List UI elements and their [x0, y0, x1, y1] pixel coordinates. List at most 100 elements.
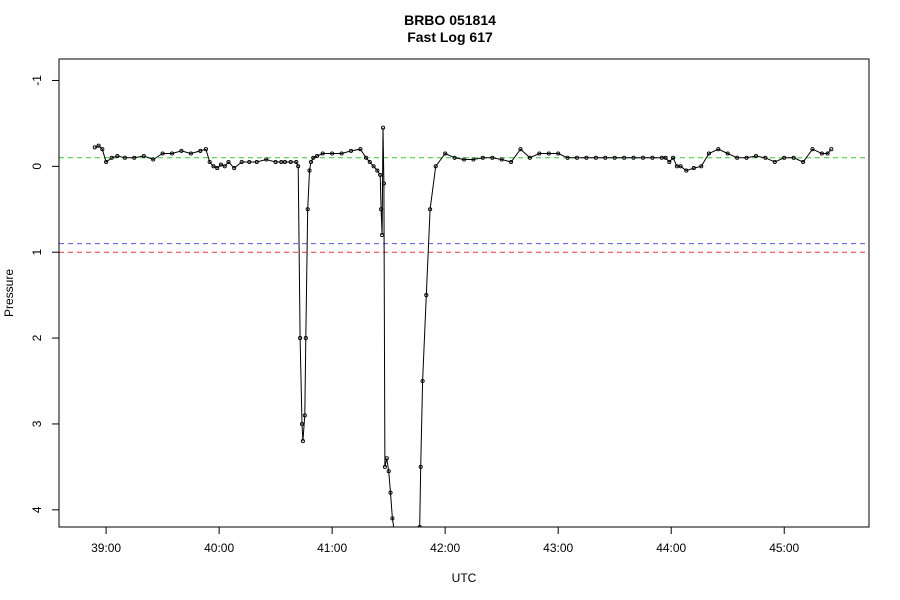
- data-point: [226, 159, 231, 165]
- data-point: [247, 159, 252, 165]
- data-point: [358, 147, 363, 152]
- data-point: [363, 155, 369, 160]
- y-tick-label-1: 0: [30, 163, 44, 170]
- data-point: [428, 207, 433, 212]
- data-point: [518, 147, 523, 152]
- data-point: [273, 159, 278, 165]
- data-point: [716, 147, 721, 152]
- x-tick-label-1: 40:00: [204, 541, 234, 555]
- data-point: [408, 530, 411, 533]
- data-point: [417, 524, 422, 527]
- data-point: [393, 530, 396, 533]
- data-point: [400, 530, 403, 533]
- data-point: [490, 155, 495, 160]
- data-point: [415, 530, 418, 533]
- data-point: [302, 413, 307, 418]
- data-point: [546, 151, 551, 156]
- data-point: [402, 530, 405, 533]
- y-tick-label-4: 3: [30, 420, 44, 427]
- data-point: [386, 469, 391, 474]
- data-point: [218, 162, 224, 167]
- data-point: [379, 207, 384, 212]
- data-point: [388, 490, 393, 495]
- y-axis: -1 0 1 2 3 4: [30, 75, 60, 513]
- chart-subtitle: Fast Log 617: [407, 29, 493, 45]
- data-point: [311, 155, 316, 160]
- data-point: [232, 166, 237, 171]
- data-point: [298, 336, 303, 341]
- data-point: [659, 155, 664, 160]
- plot-frame: [58, 58, 870, 528]
- data-point: [320, 151, 325, 156]
- data-point: [433, 164, 438, 169]
- data-point: [382, 464, 387, 469]
- data-point: [443, 151, 448, 156]
- y-tick-label-5: 4: [30, 506, 44, 513]
- data-point: [315, 153, 320, 159]
- data-point: [410, 530, 413, 533]
- data-point: [398, 530, 401, 533]
- data-point: [412, 530, 415, 533]
- data-point: [198, 148, 203, 153]
- y-axis-label: Pressure: [2, 269, 16, 317]
- data-point: [622, 155, 627, 160]
- data-point: [179, 148, 184, 153]
- data-point: [395, 530, 398, 533]
- data-point: [239, 159, 244, 165]
- data-point: [380, 232, 385, 238]
- data-point: [556, 151, 561, 156]
- data-point: [735, 155, 740, 160]
- data-point: [667, 159, 672, 165]
- data-point: [603, 155, 608, 160]
- data-point: [294, 159, 299, 165]
- chart-title-block: BRBO 051814 Fast Log 617: [0, 12, 900, 46]
- data-point: [390, 516, 395, 521]
- data-point: [307, 168, 312, 173]
- data-point: [753, 153, 759, 159]
- y-tick-label-2: 1: [30, 249, 44, 256]
- data-point: [413, 530, 416, 533]
- data-point: [211, 164, 216, 169]
- x-tick-label-3: 42:00: [430, 541, 460, 555]
- data-point: [819, 151, 824, 156]
- x-axis: 39:00 40:00 41:00 42:00 43:00 44:00 45:00: [91, 526, 800, 555]
- data-point: [104, 159, 109, 165]
- chart-title: BRBO 051814: [404, 12, 496, 28]
- data-point: [279, 159, 284, 165]
- data-point: [791, 155, 796, 160]
- data-point: [825, 151, 830, 156]
- data-point: [612, 155, 617, 160]
- y-tick-label-0: -1: [30, 75, 44, 86]
- data-point: [375, 168, 380, 173]
- data-point: [725, 151, 730, 156]
- data-point: [397, 530, 400, 533]
- data-point: [141, 153, 146, 159]
- data-point: [381, 181, 386, 186]
- data-point: [122, 155, 127, 160]
- data-point: [706, 151, 711, 156]
- data-point: [499, 157, 504, 162]
- data-point: [203, 147, 208, 152]
- data-point: [678, 164, 683, 169]
- data-point: [772, 159, 777, 165]
- data-point: [254, 159, 259, 165]
- data-point: [348, 148, 354, 153]
- data-point: [671, 155, 676, 160]
- data-point: [584, 155, 589, 160]
- data-point: [829, 147, 834, 152]
- data-point: [367, 159, 372, 165]
- x-axis-label: UTC: [452, 571, 477, 585]
- data-point: [420, 378, 425, 384]
- data-point: [631, 155, 636, 160]
- x-tick-label-5: 44:00: [656, 541, 686, 555]
- data-point: [222, 164, 227, 169]
- data-point: [378, 172, 383, 177]
- data-point: [215, 166, 220, 171]
- x-tick-label-2: 41:00: [317, 541, 347, 555]
- data-point: [330, 151, 335, 156]
- data-point: [452, 155, 457, 160]
- data-point: [308, 159, 314, 165]
- data-point: [384, 456, 389, 461]
- data-point: [480, 155, 485, 160]
- data-point: [509, 159, 514, 165]
